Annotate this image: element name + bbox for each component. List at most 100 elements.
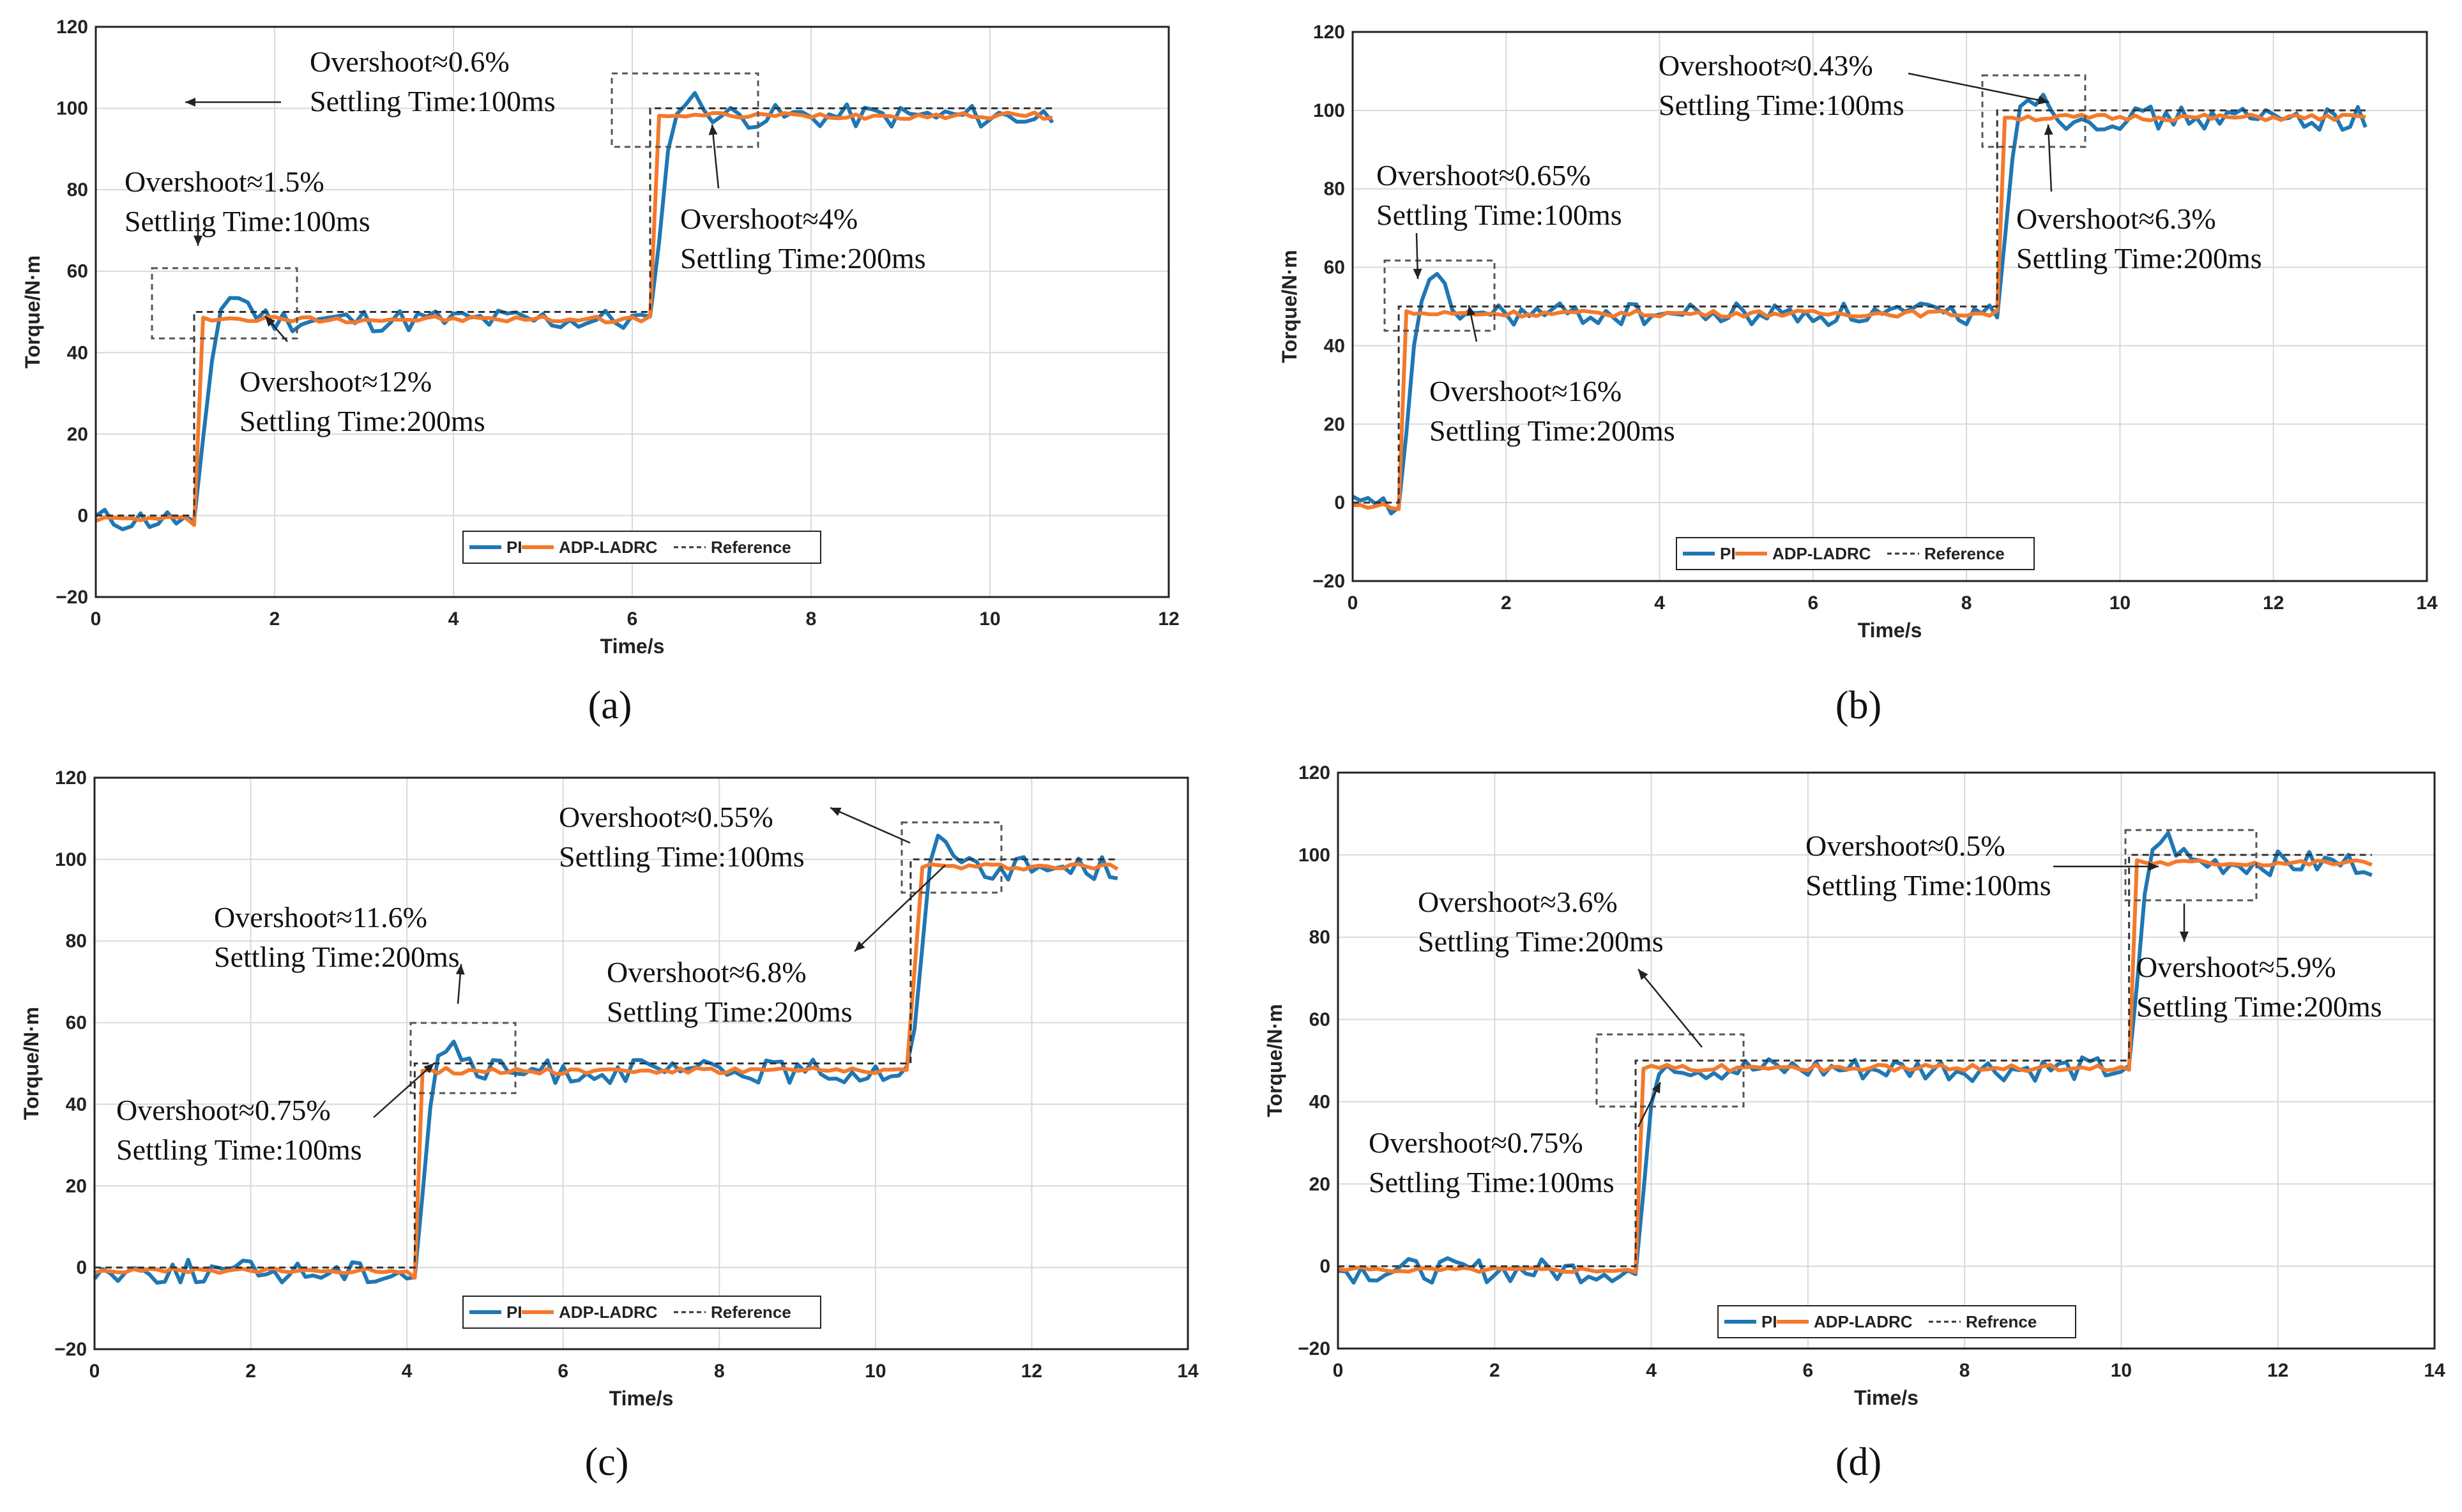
annotation-overshoot: Overshoot≈12% [239, 365, 432, 398]
y-tick-label: 60 [1324, 257, 1345, 278]
adp-ladrc-series-line [1352, 112, 2366, 511]
x-tick-label: 12 [1158, 609, 1179, 630]
x-tick-label: 10 [979, 609, 1000, 630]
y-axis-label: Torque/N·m [1278, 250, 1301, 363]
reference-series-line [1338, 854, 2372, 1267]
legend-label: PI [506, 1303, 522, 1322]
annotation-settling-time: Settling Time:200ms [1418, 925, 1664, 958]
y-tick-label: 0 [77, 505, 88, 526]
zoom-box [1981, 74, 2086, 148]
chart-panel-d: 0 2 4 6 8 10 12 14−20020406080100120Time/sTorqu… [1263, 762, 2445, 1484]
adp-ladrc-series-line [1337, 858, 2373, 1274]
annotation-arrow-head [455, 964, 465, 975]
y-tick-label: 120 [1313, 22, 1345, 43]
annotation-settling-time: Settling Time:200ms [1429, 414, 1675, 447]
x-tick-label: 0 [91, 609, 102, 630]
axes-frame [1351, 31, 2428, 582]
annotation-overshoot: Overshoot≈0.43% [1659, 49, 1873, 82]
y-axis-label: Torque/N·m [1263, 1004, 1286, 1117]
y-tick-label: 0 [1334, 492, 1345, 513]
annotation-overshoot: Overshoot≈6.3% [2016, 202, 2216, 235]
x-tick-label: 14 [2416, 593, 2438, 614]
annotation: Overshoot≈12% Settling Time:200ms [239, 315, 485, 437]
annotation: Overshoot≈0.75% Settling Time:100ms [1369, 1082, 1662, 1198]
y-tick-label: 120 [55, 767, 87, 789]
y-tick-label: 80 [1309, 927, 1330, 948]
x-tick-label: 2 [270, 609, 280, 630]
annotation: Overshoot≈1.5% Settling Time:100ms [125, 165, 370, 246]
annotation-arrow-line [854, 865, 946, 952]
legend-label: ADP-LADRC [559, 1303, 658, 1322]
y-tick-label: 20 [67, 424, 88, 445]
y-tick-label: 100 [1298, 845, 1330, 866]
annotation-settling-time: Settling Time:100ms [310, 85, 556, 117]
annotation-settling-time: Settling Time:100ms [116, 1133, 362, 1166]
annotation-overshoot: Overshoot≈0.6% [310, 45, 510, 78]
annotation-overshoot: Overshoot≈3.6% [1418, 886, 1618, 918]
annotation-settling-time: Settling Time:100ms [1376, 199, 1622, 231]
annotation: Overshoot≈3.6% Settling Time:200ms [1418, 886, 1703, 1048]
annotation-arrow-head [1652, 1082, 1660, 1094]
legend-label: Reference [1924, 544, 2005, 563]
adp-ladrc-series-line [94, 862, 1119, 1280]
annotation: Overshoot≈16% Settling Time:200ms [1429, 305, 1675, 447]
panel-label: (b) [1835, 684, 1881, 727]
annotation-arrow-head [2037, 95, 2049, 105]
y-tick-label: 80 [1324, 179, 1345, 200]
x-tick-label: 6 [1808, 593, 1819, 614]
annotation-overshoot: Overshoot≈6.8% [607, 956, 807, 988]
annotation-arrow-head [1638, 969, 1648, 980]
x-tick-label: 12 [2267, 1360, 2288, 1381]
x-tick-label: 10 [2109, 593, 2131, 614]
x-tick-label: 6 [1803, 1360, 1814, 1381]
annotation-arrow-head [708, 125, 718, 135]
annotation-arrow-line [830, 806, 911, 844]
zoom-box [409, 1022, 517, 1094]
reference-series-line [96, 107, 1052, 517]
annotation-overshoot: Overshoot≈16% [1429, 375, 1622, 407]
x-tick-label: 8 [806, 609, 817, 630]
annotation-settling-time: Settling Time:100ms [559, 840, 805, 873]
y-axis-label: Torque/N·m [20, 1007, 43, 1120]
y-tick-label: 20 [1309, 1174, 1330, 1195]
y-tick-label: 120 [1298, 762, 1330, 783]
x-tick-label: 6 [627, 609, 638, 630]
annotation-overshoot: Overshoot≈11.6% [214, 901, 427, 934]
pi-series-line [93, 833, 1118, 1285]
x-axis-label: Time/s [1854, 1386, 1919, 1409]
x-tick-label: 6 [558, 1361, 568, 1382]
zoom-box [2124, 829, 2258, 902]
annotation: Overshoot≈6.8% Settling Time:200ms [607, 865, 946, 1028]
panel-label: (c) [585, 1440, 629, 1484]
annotation-overshoot: Overshoot≈5.9% [2136, 951, 2336, 983]
annotation-overshoot: Overshoot≈0.55% [559, 801, 773, 833]
annotation-settling-time: Settling Time:100ms [1659, 89, 1904, 121]
legend: PI ADP-LADRC Reference [1676, 537, 2035, 570]
y-tick-label: 60 [66, 1013, 87, 1034]
annotation: Overshoot≈4% Settling Time:200ms [680, 124, 926, 275]
zoom-box [1595, 1033, 1745, 1108]
x-tick-label: 8 [1959, 1360, 1970, 1381]
zoom-box [611, 72, 759, 148]
y-tick-label: −20 [54, 1339, 87, 1360]
annotation: Overshoot≈11.6% Settling Time:200ms [214, 901, 465, 1004]
legend-label: ADP-LADRC [1772, 544, 1871, 563]
annotation: Overshoot≈5.9% Settling Time:200ms [2136, 903, 2382, 1023]
annotation: Overshoot≈0.65% Settling Time:100ms [1376, 159, 1622, 280]
annotation: Overshoot≈0.55% Settling Time:100ms [559, 801, 911, 873]
annotation-settling-time: Settling Time:100ms [125, 205, 370, 238]
reference-series-line [1353, 109, 2366, 504]
annotation-arrow-head [2148, 862, 2159, 871]
x-tick-label: 12 [2263, 593, 2284, 614]
annotation-arrow-head [194, 236, 202, 246]
x-tick-label: 4 [1654, 593, 1665, 614]
x-tick-label: 2 [245, 1361, 256, 1382]
x-tick-label: 0 [89, 1361, 100, 1382]
annotation: Overshoot≈6.3% Settling Time:200ms [2016, 124, 2262, 275]
annotation-arrow-line [2047, 124, 2053, 192]
annotation-arrow-head [855, 941, 865, 951]
adp-ladrc-series-line [95, 110, 1053, 527]
y-tick-label: 100 [55, 849, 87, 870]
annotation-settling-time: Settling Time:200ms [2136, 990, 2382, 1023]
legend: PI ADP-LADRC Reference [462, 531, 821, 564]
